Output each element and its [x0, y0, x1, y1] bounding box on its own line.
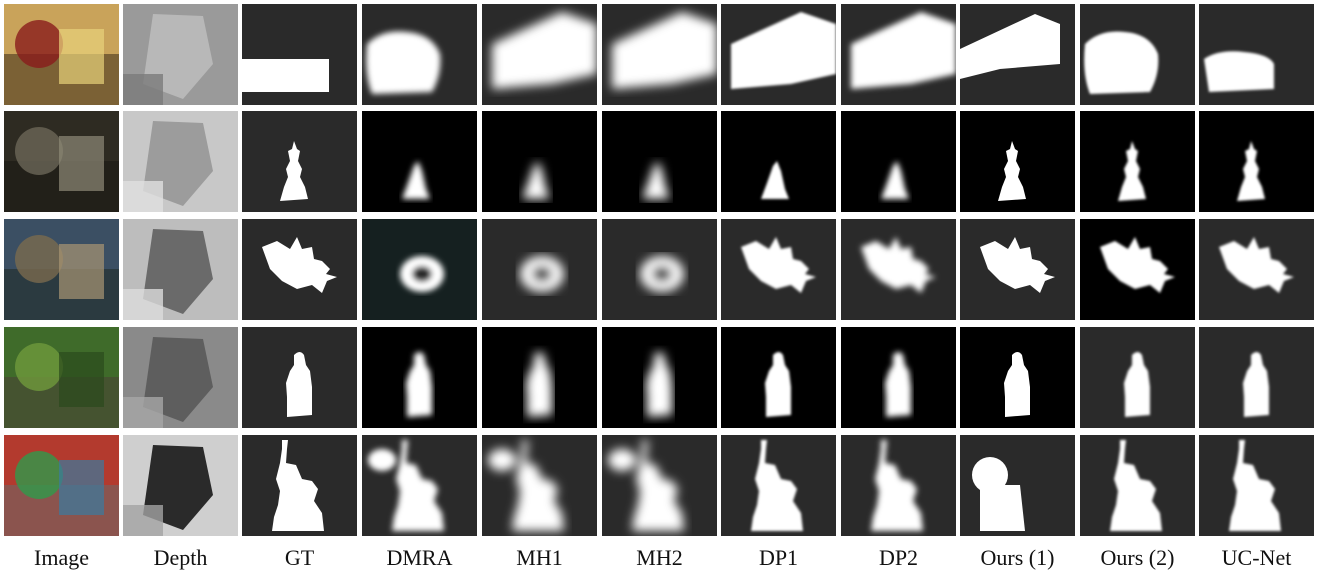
- tile-dinosaur-sculpture-mh1: [482, 219, 597, 320]
- tile-dinosaur-sculpture-mh2: [602, 219, 717, 320]
- column-label-ours1: Ours (1): [980, 545, 1055, 570]
- tile-statue-of-liberty-figurine-ours2: [1080, 435, 1195, 536]
- column-label-mh2: MH2: [636, 545, 683, 570]
- tile-candy-bars-image: [4, 4, 119, 105]
- tile-statue-in-hedge-arch-mh1: [482, 327, 597, 428]
- tile-stone-lantern-dmra: [362, 111, 477, 212]
- tile-statue-of-liberty-figurine-image: [4, 435, 119, 536]
- tile-statue-of-liberty-figurine-mh1: [482, 435, 597, 536]
- tile-statue-of-liberty-figurine-mh2: [602, 435, 717, 536]
- column-label-dmra: DMRA: [386, 545, 453, 570]
- tile-candy-bars-dmra: [362, 4, 477, 105]
- tile-candy-bars-mh2: [602, 4, 717, 105]
- tile-statue-of-liberty-figurine-ours1: [960, 435, 1075, 536]
- tile-candy-bars-ours2: [1080, 4, 1195, 105]
- tile-statue-in-hedge-arch-mh2: [602, 327, 717, 428]
- tile-statue-in-hedge-arch-ucnet: [1199, 327, 1314, 428]
- tile-candy-bars-gt: [242, 4, 357, 105]
- tile-statue-in-hedge-arch-ours2: [1080, 327, 1195, 428]
- tile-statue-of-liberty-figurine-depth: [123, 435, 238, 536]
- column-label-depth: Depth: [153, 545, 208, 570]
- tile-statue-of-liberty-figurine-dp2: [841, 435, 956, 536]
- column-label-dp1: DP1: [758, 545, 799, 570]
- tile-candy-bars-ucnet: [1199, 4, 1314, 105]
- tile-statue-in-hedge-arch-dp2: [841, 327, 956, 428]
- tile-dinosaur-sculpture-dp1: [721, 219, 836, 320]
- tile-dinosaur-sculpture-gt: [242, 219, 357, 320]
- tile-statue-in-hedge-arch-depth: [123, 327, 238, 428]
- tile-dinosaur-sculpture-depth: [123, 219, 238, 320]
- column-label-dp2: DP2: [878, 545, 919, 570]
- tile-stone-lantern-depth: [123, 111, 238, 212]
- tile-dinosaur-sculpture-ours1: [960, 219, 1075, 320]
- tile-stone-lantern-ours1: [960, 111, 1075, 212]
- tile-dinosaur-sculpture-image: [4, 219, 119, 320]
- tile-candy-bars-dp1: [721, 4, 836, 105]
- column-label-ours2: Ours (2): [1100, 545, 1175, 570]
- tile-statue-in-hedge-arch-dp1: [721, 327, 836, 428]
- tile-dinosaur-sculpture-ours2: [1080, 219, 1195, 320]
- tile-stone-lantern-image: [4, 111, 119, 212]
- tile-stone-lantern-mh2: [602, 111, 717, 212]
- tile-candy-bars-dp2: [841, 4, 956, 105]
- tile-stone-lantern-ours2: [1080, 111, 1195, 212]
- tile-dinosaur-sculpture-dmra: [362, 219, 477, 320]
- tile-statue-of-liberty-figurine-gt: [242, 435, 357, 536]
- column-label-image: Image: [34, 545, 89, 570]
- tile-statue-of-liberty-figurine-dp1: [721, 435, 836, 536]
- tile-candy-bars-depth: [123, 4, 238, 105]
- tile-stone-lantern-dp2: [841, 111, 956, 212]
- column-label-ucnet: UC-Net: [1221, 545, 1292, 570]
- tile-statue-in-hedge-arch-dmra: [362, 327, 477, 428]
- tile-stone-lantern-ucnet: [1199, 111, 1314, 212]
- tile-statue-of-liberty-figurine-dmra: [362, 435, 477, 536]
- tile-statue-in-hedge-arch-image: [4, 327, 119, 428]
- tile-dinosaur-sculpture-dp2: [841, 219, 956, 320]
- tile-statue-in-hedge-arch-gt: [242, 327, 357, 428]
- column-label-mh1: MH1: [516, 545, 563, 570]
- tile-stone-lantern-mh1: [482, 111, 597, 212]
- tile-statue-in-hedge-arch-ours1: [960, 327, 1075, 428]
- tile-statue-of-liberty-figurine-ucnet: [1199, 435, 1314, 536]
- tile-dinosaur-sculpture-ucnet: [1199, 219, 1314, 320]
- column-label-gt: GT: [284, 545, 315, 570]
- tile-stone-lantern-gt: [242, 111, 357, 212]
- tile-stone-lantern-dp1: [721, 111, 836, 212]
- tile-candy-bars-mh1: [482, 4, 597, 105]
- tile-candy-bars-ours1: [960, 4, 1075, 105]
